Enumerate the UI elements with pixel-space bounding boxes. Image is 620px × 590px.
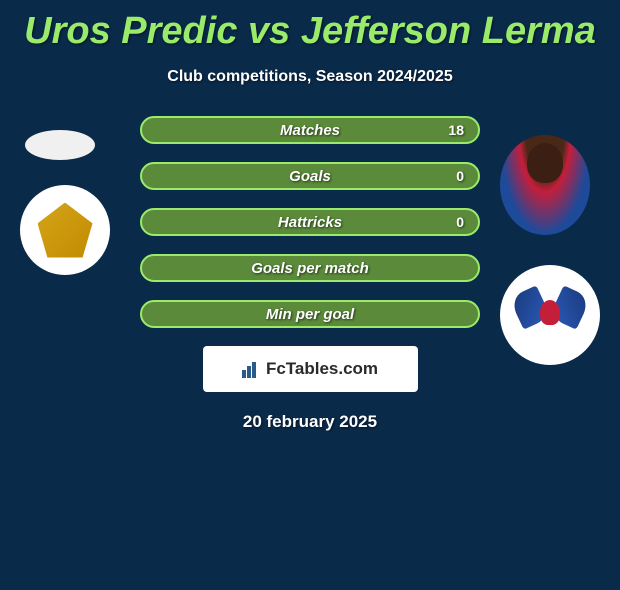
stat-label: Matches <box>280 122 340 139</box>
stat-label: Hattricks <box>278 214 342 231</box>
stat-row-goals: Goals 0 <box>140 162 480 190</box>
stat-row-min-per-goal: Min per goal <box>140 300 480 328</box>
stat-value-right: 0 <box>456 168 464 184</box>
stat-label: Goals per match <box>251 260 369 277</box>
season-subtitle: Club competitions, Season 2024/2025 <box>0 68 620 86</box>
stat-value-right: 18 <box>448 122 464 138</box>
stat-label: Min per goal <box>266 306 354 323</box>
stat-row-hattricks: Hattricks 0 <box>140 208 480 236</box>
watermark-box: FcTables.com <box>203 346 418 392</box>
chart-bar-icon <box>242 360 260 378</box>
date-label: 20 february 2025 <box>0 412 620 432</box>
stat-row-goals-per-match: Goals per match <box>140 254 480 282</box>
comparison-title: Uros Predic vs Jefferson Lerma <box>0 10 620 53</box>
stat-value-right: 0 <box>456 214 464 230</box>
watermark-text: FcTables.com <box>266 359 378 379</box>
stat-label: Goals <box>289 168 331 185</box>
stats-container: Matches 18 Goals 0 Hattricks 0 Goals per… <box>0 116 620 328</box>
stat-row-matches: Matches 18 <box>140 116 480 144</box>
